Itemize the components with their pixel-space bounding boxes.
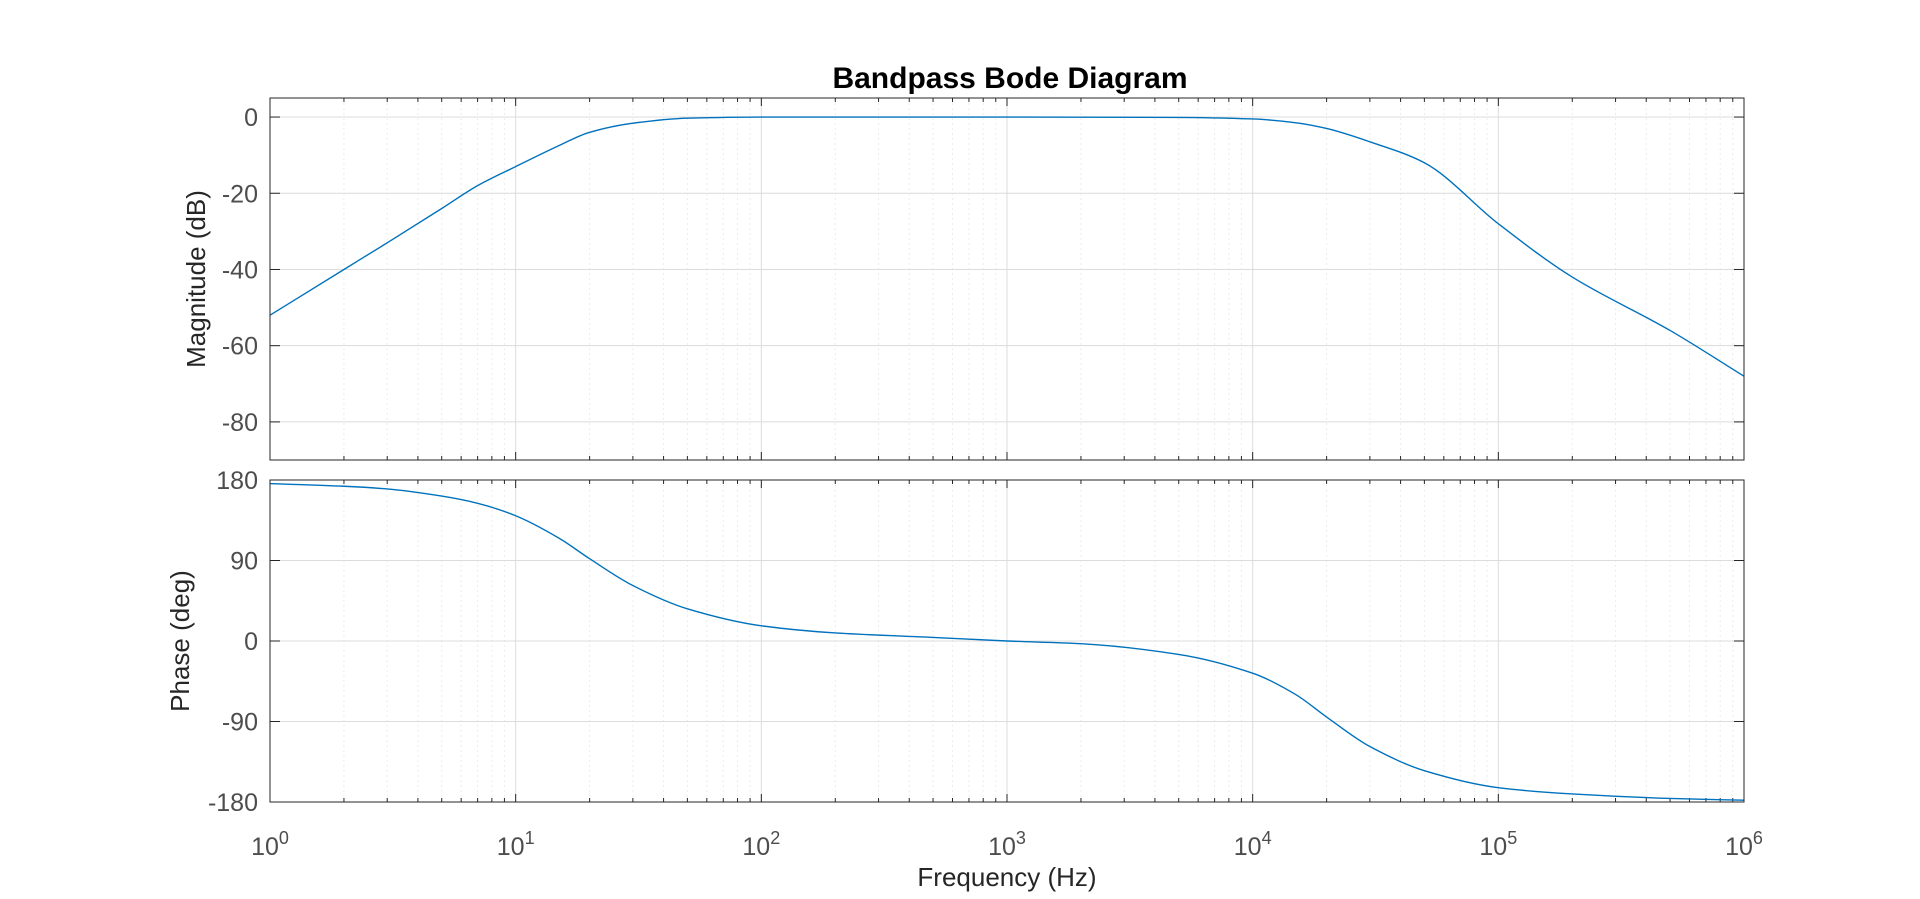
phase-ticks bbox=[270, 479, 1744, 803]
magnitude-y-tick-labels: 0 -20 -40 -60 -80 bbox=[222, 104, 258, 437]
x-tick-labels: 100 101 102 103 104 105 106 bbox=[251, 828, 1763, 861]
x-tick-label: 104 bbox=[1234, 828, 1272, 861]
x-tick-label: 105 bbox=[1479, 828, 1517, 861]
x-axis-label: Frequency (Hz) bbox=[917, 862, 1096, 892]
phase-y-tick-label: -180 bbox=[208, 789, 258, 817]
magnitude-panel: 0 -20 -40 -60 -80 Magnitude (dB) bbox=[181, 97, 1745, 461]
phase-y-tick-label: -90 bbox=[222, 709, 258, 737]
phase-y-tick-labels: 180 90 0 -90 -180 bbox=[208, 467, 258, 817]
phase-series-line bbox=[269, 482, 1745, 801]
x-tick-label: 100 bbox=[251, 828, 289, 861]
phase-panel: 180 90 0 -90 -180 Phase (deg) bbox=[165, 467, 1745, 817]
magnitude-y-tick-label: -80 bbox=[222, 409, 258, 437]
magnitude-ticks bbox=[270, 98, 1744, 460]
magnitude-y-tick-label: 0 bbox=[244, 104, 258, 132]
magnitude-axes-box bbox=[269, 97, 1745, 461]
phase-y-tick-label: 90 bbox=[230, 548, 258, 576]
phase-y-axis-label: Phase (deg) bbox=[165, 570, 195, 712]
x-tick-label: 101 bbox=[497, 828, 535, 861]
chart-title: Bandpass Bode Diagram bbox=[832, 62, 1187, 95]
magnitude-grid bbox=[270, 98, 1744, 460]
magnitude-series-line bbox=[269, 116, 1745, 377]
magnitude-y-tick-label: -20 bbox=[222, 180, 258, 208]
x-tick-label: 103 bbox=[988, 828, 1026, 861]
magnitude-y-tick-label: -40 bbox=[222, 256, 258, 284]
magnitude-y-axis-label: Magnitude (dB) bbox=[181, 190, 211, 368]
phase-y-tick-label: 0 bbox=[244, 628, 258, 656]
phase-axes-box bbox=[269, 479, 1745, 803]
x-tick-label: 102 bbox=[742, 828, 780, 861]
magnitude-y-tick-label: -60 bbox=[222, 333, 258, 361]
phase-y-tick-label: 180 bbox=[216, 467, 258, 495]
x-tick-label: 106 bbox=[1725, 828, 1763, 861]
